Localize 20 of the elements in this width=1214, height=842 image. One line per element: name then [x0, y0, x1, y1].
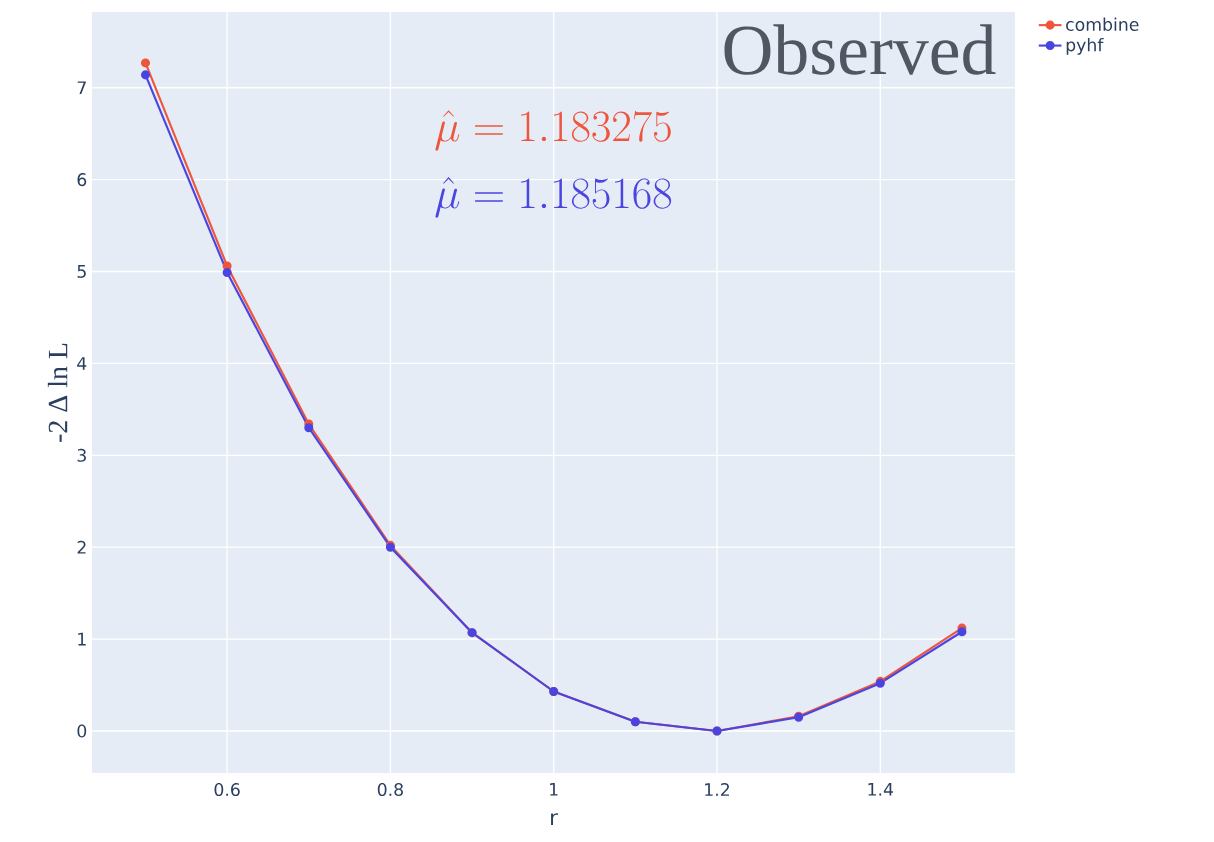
y-tick-label: 4	[77, 357, 87, 370]
x-axis-title: r	[551, 813, 558, 826]
y-tick-label: 0	[77, 724, 87, 738]
x-tick-label: 1.2	[705, 783, 729, 796]
y-tick-label: 5	[77, 265, 86, 278]
x-tick-label: 1.4	[868, 783, 894, 796]
legend-label: combine	[1066, 17, 1139, 31]
x-tick-label: 1	[550, 783, 558, 796]
annotation: $\hat{\mu} = 1.185168$	[435, 177, 672, 218]
x-tick-label: 0.6	[214, 783, 240, 797]
y-tick-label: 6	[77, 173, 87, 187]
y-tick-label: 2	[77, 540, 86, 554]
y-tick-label: 3	[77, 448, 86, 462]
x-tick-label: 0.8	[377, 783, 403, 797]
y-axis-title: -2 Δ ln L	[47, 343, 68, 442]
annotation: Observed	[724, 24, 996, 75]
y-tick-label: 7	[77, 81, 86, 95]
y-tick-label: 1	[78, 632, 86, 646]
annotation: $\hat{\mu} = 1.183275$	[435, 110, 671, 151]
legend-label: pyhf	[1066, 38, 1104, 55]
